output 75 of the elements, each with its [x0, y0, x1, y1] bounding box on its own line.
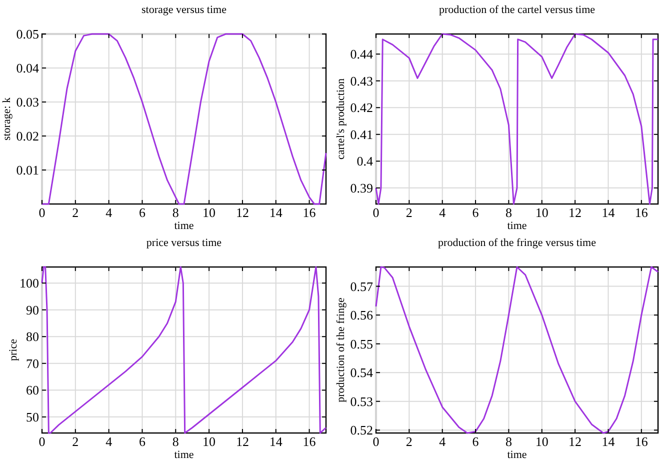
y-axis-title: production of the fringe	[335, 298, 347, 402]
y-tick-label: 90	[26, 302, 39, 318]
x-tick-label: 2	[406, 434, 412, 449]
y-tick-label: 0.42	[350, 100, 373, 116]
x-tick-label: 10	[202, 205, 216, 220]
x-tick-label: 4	[106, 205, 113, 220]
x-axis-title: time	[507, 449, 527, 461]
x-tick-label: 6	[138, 205, 146, 220]
x-tick-label: 2	[72, 205, 79, 220]
y-axis-title: storage: k	[1, 96, 13, 141]
y-tick-label: 0.44	[350, 46, 374, 62]
x-tick-label: 8	[172, 205, 179, 220]
x-tick-label: 2	[72, 434, 79, 449]
x-tick-label: 14	[602, 205, 616, 220]
x-tick-label: 0	[38, 205, 46, 220]
x-tick-label: 16	[302, 205, 316, 220]
y-tick-label: 0.05	[16, 26, 39, 42]
y-tick-label: 0.4	[356, 154, 374, 169]
x-tick-label: 16	[634, 205, 648, 220]
line-series	[375, 33, 659, 205]
x-axis-title: time	[507, 220, 527, 232]
line-series	[375, 266, 659, 434]
x-tick-label: 14	[602, 434, 616, 449]
x-tick-label: 12	[568, 434, 582, 449]
chart-title: storage versus time	[142, 4, 227, 16]
x-tick-label: 14	[269, 205, 283, 220]
x-tick-label: 0	[372, 205, 380, 220]
y-axis-title: cartel's production	[335, 78, 347, 160]
x-tick-label: 6	[138, 434, 146, 449]
x-tick-label: 10	[202, 434, 216, 449]
x-tick-label: 0	[372, 434, 380, 449]
x-tick-label: 4	[106, 434, 113, 449]
y-tick-label: 0.52	[350, 422, 373, 438]
x-tick-label: 8	[505, 205, 512, 220]
y-tick-label: 0.57	[350, 278, 374, 294]
x-tick-label: 0	[38, 434, 46, 449]
x-tick-label: 12	[236, 434, 249, 449]
x-axis-title: time	[174, 449, 194, 461]
y-tick-label: 0.39	[350, 180, 373, 196]
chart-title: production of the fringe versus time	[438, 237, 596, 249]
line-series	[41, 33, 327, 205]
y-tick-label: 0.41	[350, 126, 373, 142]
x-tick-label: 12	[568, 205, 582, 220]
y-tick-label: 0.02	[16, 128, 39, 144]
y-tick-label: 50	[26, 409, 39, 424]
x-tick-label: 10	[535, 205, 548, 220]
y-tick-label: 70	[26, 356, 39, 371]
y-tick-label: 100	[20, 276, 39, 291]
x-tick-label: 14	[269, 434, 283, 449]
x-tick-label: 8	[172, 434, 179, 449]
chart-title: price versus time	[146, 237, 222, 249]
y-tick-label: 0.54	[350, 365, 374, 380]
x-tick-label: 8	[505, 434, 512, 449]
x-tick-label: 4	[439, 434, 446, 449]
y-tick-label: 0.53	[350, 394, 373, 409]
y-tick-label: 0.56	[350, 308, 374, 323]
y-tick-label: 0.04	[16, 60, 40, 76]
x-tick-label: 10	[535, 434, 548, 449]
x-tick-label: 16	[302, 434, 316, 449]
y-tick-label: 60	[26, 382, 39, 398]
x-tick-label: 6	[472, 434, 480, 449]
x-tick-label: 12	[236, 205, 249, 220]
y-tick-label: 0.03	[16, 94, 39, 110]
x-tick-label: 6	[472, 205, 480, 220]
y-tick-label: 80	[26, 329, 39, 344]
x-tick-label: 16	[634, 434, 648, 449]
y-tick-label: 0.43	[350, 73, 373, 88]
chart-title: production of the cartel versus time	[438, 4, 596, 16]
x-axis-title: time	[174, 220, 194, 232]
y-tick-label: 0.55	[350, 336, 373, 352]
x-tick-label: 4	[439, 205, 446, 220]
y-axis-title: price	[8, 338, 20, 361]
line-series	[41, 266, 327, 434]
y-tick-label: 0.01	[16, 162, 39, 178]
x-tick-label: 2	[406, 205, 412, 220]
